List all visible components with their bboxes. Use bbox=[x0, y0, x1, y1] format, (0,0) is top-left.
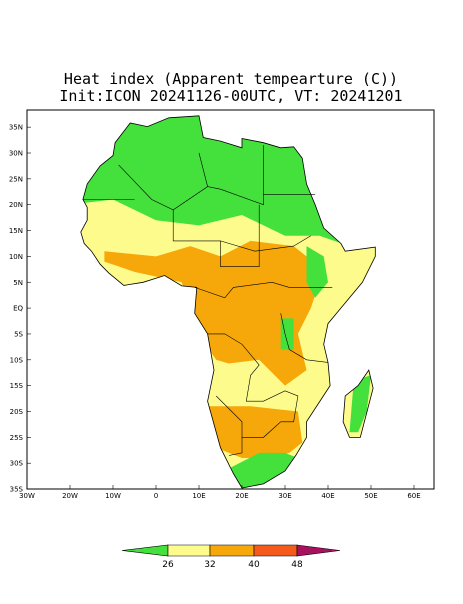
border bbox=[207, 333, 299, 438]
subtitle: Init:ICON 20241126-00UTC, VT: 20241201 bbox=[59, 87, 402, 105]
lat-label: 5N bbox=[13, 279, 23, 287]
lat-label: 15N bbox=[9, 227, 23, 235]
zone-green bbox=[306, 246, 328, 298]
zone-green bbox=[280, 318, 294, 350]
lon-label: 20E bbox=[235, 492, 248, 500]
lat-label: 35N bbox=[9, 124, 23, 132]
colorbar-segment bbox=[167, 544, 211, 557]
lat-label: 20N bbox=[9, 201, 23, 209]
lat-label: EQ bbox=[13, 305, 23, 313]
zone-green bbox=[229, 452, 298, 489]
border bbox=[220, 235, 311, 252]
zone-yellow bbox=[216, 359, 294, 412]
border bbox=[172, 204, 260, 268]
lon-label: 20W bbox=[62, 492, 78, 500]
lat-label: 25N bbox=[9, 175, 23, 183]
border bbox=[198, 152, 208, 187]
colorbar-label: 26 bbox=[162, 560, 174, 570]
lat-label: 20S bbox=[10, 408, 24, 416]
coastline bbox=[342, 369, 374, 438]
colorbar-label: 48 bbox=[291, 560, 303, 570]
lon-label: 0 bbox=[154, 492, 158, 500]
lat-label: 10N bbox=[9, 253, 23, 261]
colorbar-label: 40 bbox=[248, 560, 260, 570]
lat-label: 10S bbox=[10, 356, 24, 364]
lat-label: 25S bbox=[10, 434, 24, 442]
lat-label: 30S bbox=[10, 460, 24, 468]
zone-green bbox=[349, 375, 371, 433]
zone-orange bbox=[104, 240, 320, 386]
lon-label: 40E bbox=[321, 492, 334, 500]
coastline bbox=[80, 115, 376, 489]
zone-orange bbox=[203, 406, 303, 458]
colorbar-segment bbox=[296, 544, 341, 557]
lat-label: 35S bbox=[10, 486, 24, 494]
lon-label: 30E bbox=[278, 492, 291, 500]
border bbox=[229, 437, 243, 456]
colorbar-label: 32 bbox=[204, 560, 215, 570]
lon-label: 30W bbox=[19, 492, 35, 500]
lon-label: 10E bbox=[192, 492, 205, 500]
colorbar-segment bbox=[121, 544, 169, 557]
colorbar-segment bbox=[209, 544, 255, 557]
lat-label: 5S bbox=[14, 330, 23, 338]
title: Heat index (Apparent tempearture (C)) bbox=[64, 70, 398, 88]
lon-label: 10W bbox=[105, 492, 121, 500]
zone-yellow bbox=[80, 199, 376, 489]
lat-label: 15S bbox=[10, 382, 24, 390]
lat-label: 30N bbox=[9, 150, 23, 158]
map-frame bbox=[26, 109, 435, 490]
colorbar-segment bbox=[253, 544, 298, 557]
lon-label: 60E bbox=[407, 492, 420, 500]
border bbox=[194, 281, 333, 299]
border bbox=[280, 313, 329, 363]
lon-label: 50E bbox=[364, 492, 377, 500]
border bbox=[118, 145, 264, 211]
